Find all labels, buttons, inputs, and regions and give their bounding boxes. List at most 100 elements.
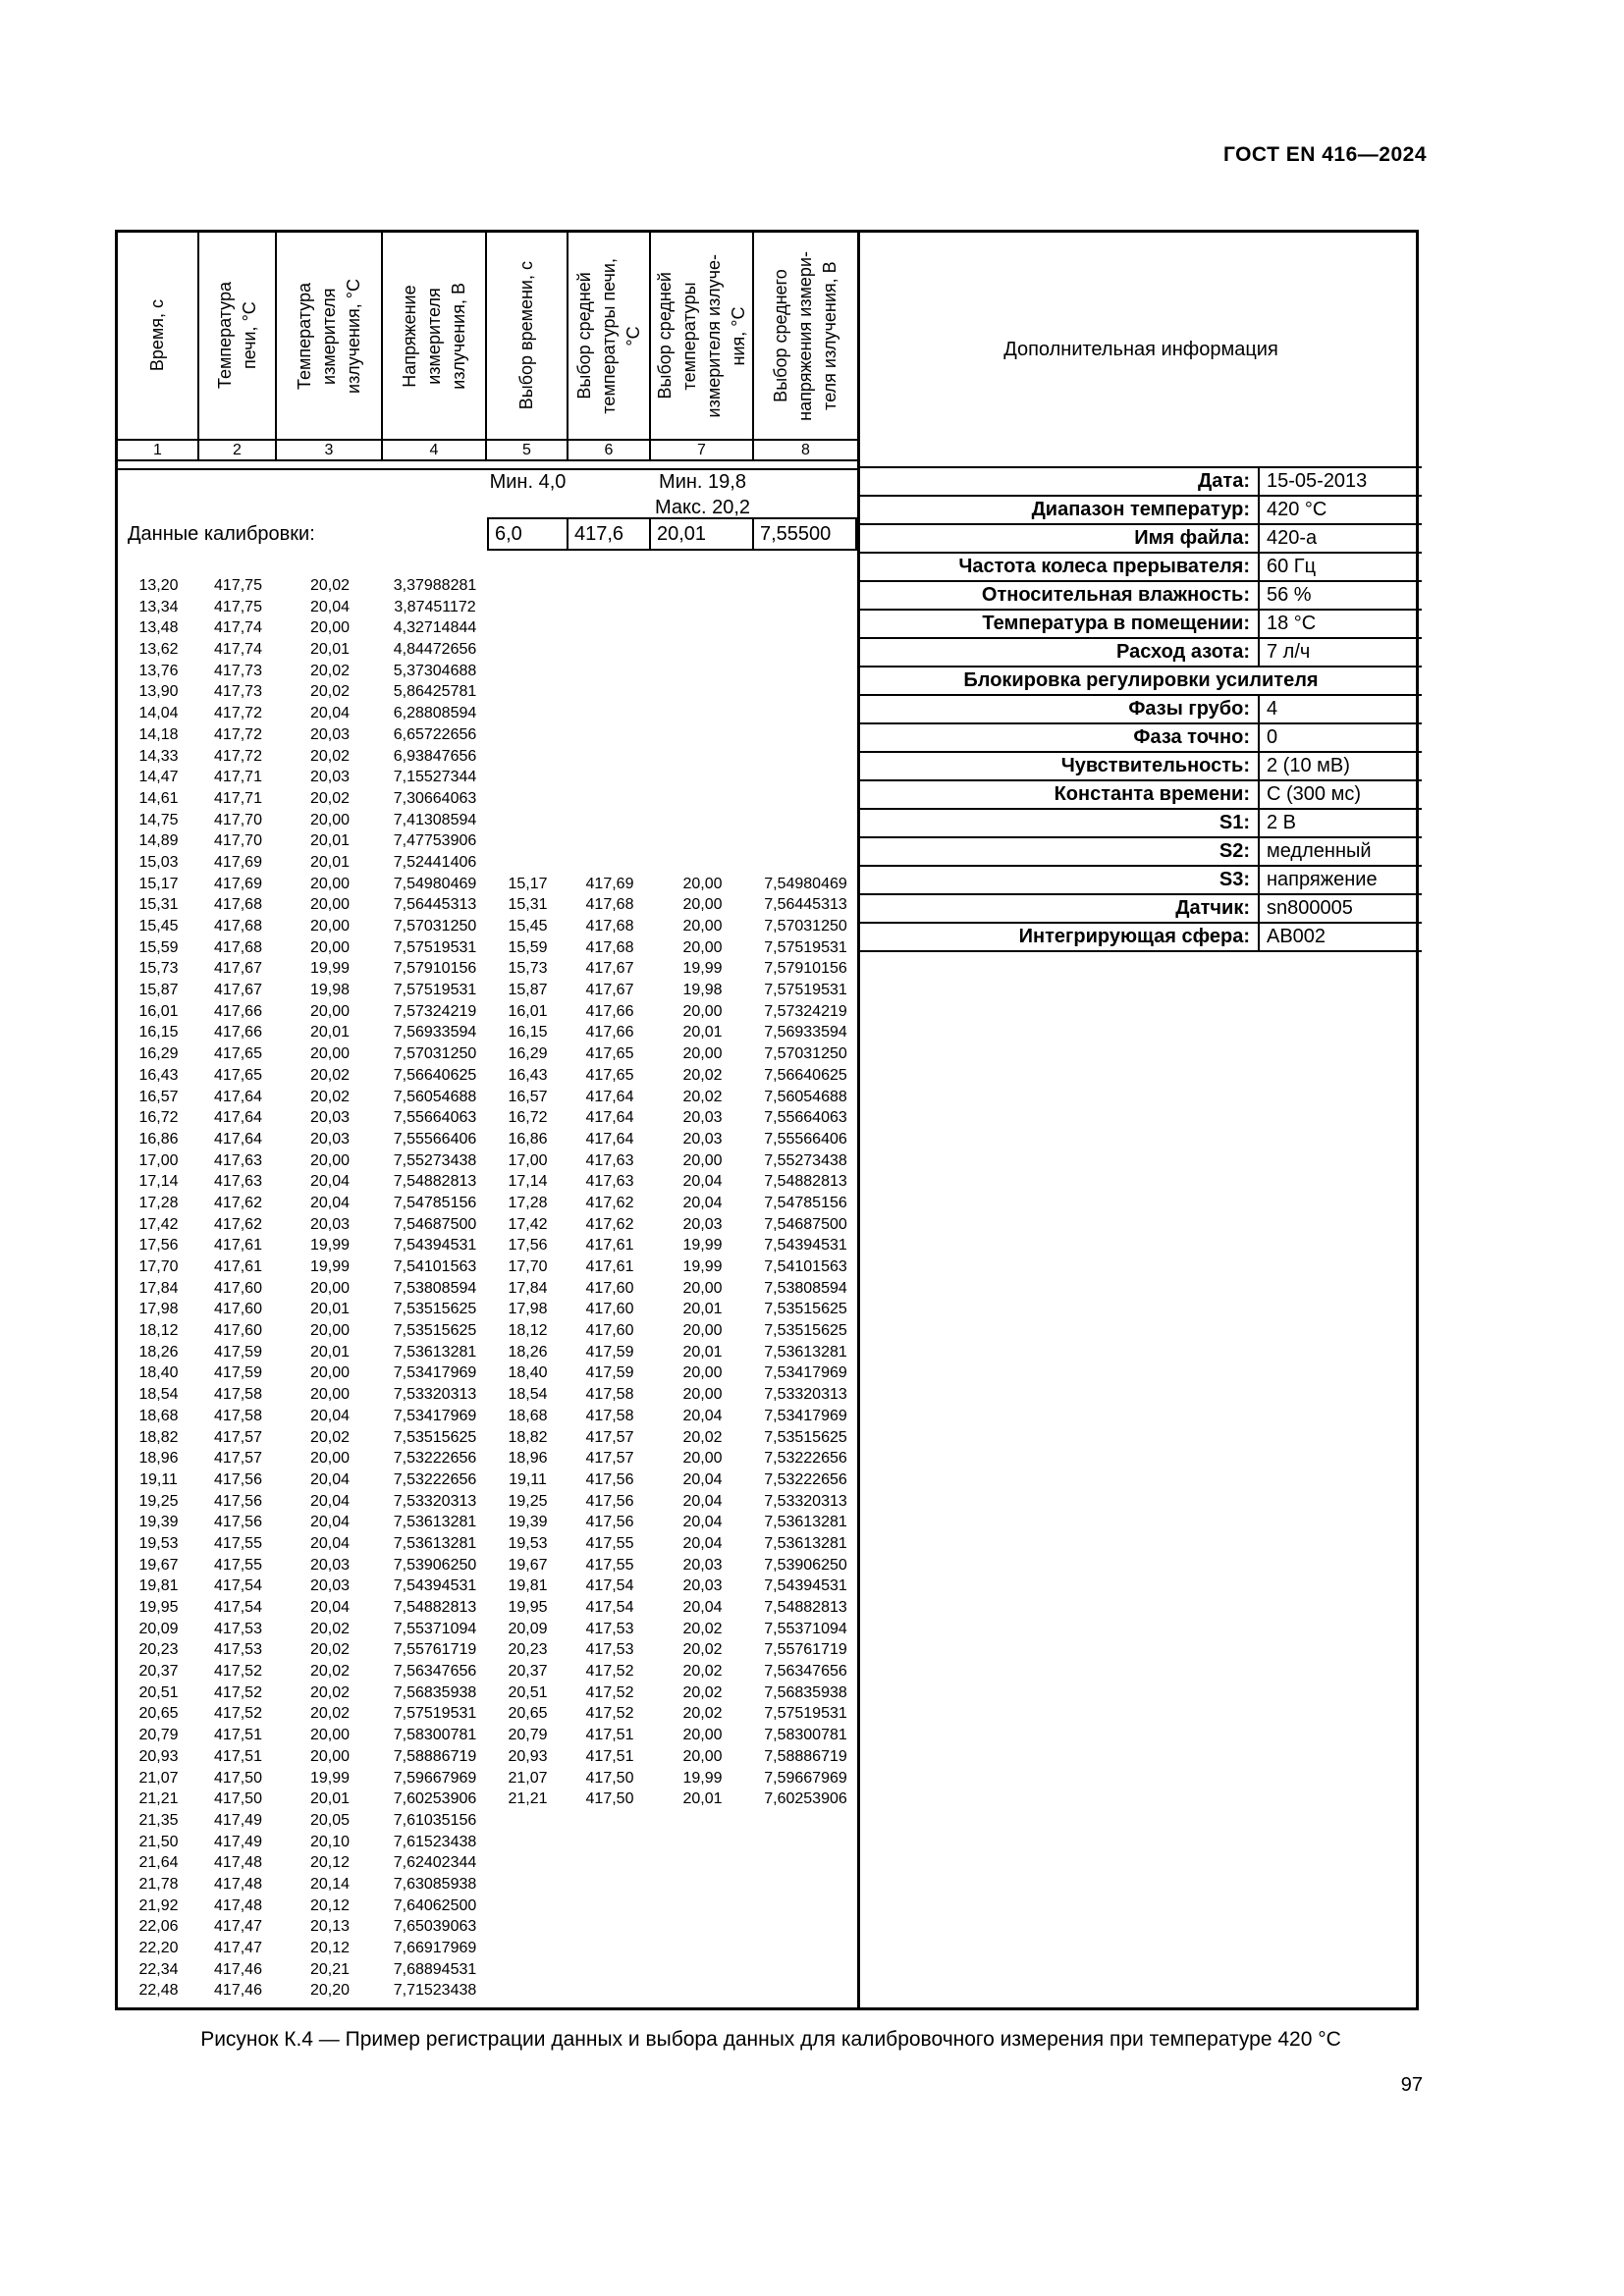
table-cell: 20,14 xyxy=(309,1875,351,1893)
table-cell: 7,57519531 xyxy=(764,982,847,999)
table-row: 20,23 417,53 20,02 7,55761719 20,23 417,53 20,… xyxy=(118,1639,857,1661)
table-cell: 20,01 xyxy=(682,1024,723,1041)
table-cell: 7,53320313 xyxy=(764,1386,847,1404)
table-cell: 20,00 xyxy=(682,1386,723,1404)
table-row: 21,78 417,48 20,14 7,63085938 xyxy=(118,1874,857,1896)
table-cell: 417,69 xyxy=(585,875,634,892)
table-cell: 7,57031250 xyxy=(393,918,477,934)
table-cell xyxy=(651,724,754,746)
table-cell xyxy=(754,767,857,788)
table-cell: 417,70 xyxy=(214,811,262,828)
table-cell: 417,53 xyxy=(585,1620,634,1637)
column-number: 4 xyxy=(383,441,487,459)
table-cell: 20,02 xyxy=(309,1641,351,1659)
table-cell: 417,75 xyxy=(214,577,262,594)
table-cell: 7,57519531 xyxy=(393,982,477,999)
table-cell: 20,00 xyxy=(309,1386,351,1404)
column-number: 2 xyxy=(199,441,277,459)
table-cell: 14,18 xyxy=(138,725,179,743)
table-cell: 20,04 xyxy=(682,1194,723,1211)
table-cell: 417,68 xyxy=(585,918,634,934)
table-cell: 7,61523438 xyxy=(393,1833,477,1850)
table-cell: 20,65 xyxy=(508,1705,548,1723)
table-cell: 7,56054688 xyxy=(393,1088,477,1105)
header-cell-label: Время, с xyxy=(147,299,167,372)
header-cell: Выбор среднего напряжения измери- теля и… xyxy=(754,233,857,439)
table-cell: 417,66 xyxy=(214,1024,262,1041)
table-cell: 19,99 xyxy=(309,1237,351,1255)
table-row: 15,59 417,68 20,00 7,57519531 15,59 417,68 20,… xyxy=(118,937,857,959)
table-row: 22,06 417,47 20,13 7,65039063 xyxy=(118,1916,857,1938)
table-cell: 7,54882813 xyxy=(393,1599,477,1616)
table-cell: 19,95 xyxy=(508,1599,548,1616)
table-cell: 20,03 xyxy=(682,1130,723,1148)
table-row: 17,14 417,63 20,04 7,54882813 17,14 417,63 20,… xyxy=(118,1171,857,1193)
table-cell: 19,95 xyxy=(138,1599,179,1616)
table-cell: 20,93 xyxy=(508,1747,548,1765)
table-cell: 20,00 xyxy=(309,811,351,828)
info-value: С (300 мс) xyxy=(1267,783,1361,805)
table-row: 19,11 417,56 20,04 7,53222656 19,11 417,56 20,… xyxy=(118,1469,857,1491)
table-cell: 20,02 xyxy=(309,1428,351,1446)
table-cell xyxy=(651,1980,754,2002)
document-header: ГОСТ EN 416—2024 xyxy=(1222,143,1427,166)
table-cell: 20,01 xyxy=(309,641,351,659)
table-cell: 417,62 xyxy=(214,1215,262,1233)
table-cell: 6,28808594 xyxy=(393,705,477,722)
table-cell: 17,28 xyxy=(138,1194,179,1211)
info-value: 7 л/ч xyxy=(1267,641,1311,663)
table-cell: 19,25 xyxy=(138,1492,179,1510)
table-cell: 20,01 xyxy=(682,1790,723,1808)
table-cell: 417,51 xyxy=(214,1727,262,1744)
table-cell: 20,00 xyxy=(309,896,351,914)
table-cell: 17,42 xyxy=(508,1215,548,1233)
table-cell: 20,03 xyxy=(682,1577,723,1595)
table-cell: 20,02 xyxy=(309,1620,351,1637)
table-cell xyxy=(487,617,568,639)
table-cell: 7,53515625 xyxy=(764,1301,847,1318)
table-cell xyxy=(487,1938,568,1959)
table-cell: 7,54980469 xyxy=(393,875,477,892)
table-row: 21,92 417,48 20,12 7,64062500 xyxy=(118,1896,857,1917)
table-cell: 15,45 xyxy=(508,918,548,934)
table-cell: 7,54394531 xyxy=(764,1237,847,1255)
table-cell: 20,05 xyxy=(309,1811,351,1829)
table-cell: 20,01 xyxy=(309,1790,351,1808)
table-cell: 20,04 xyxy=(682,1492,723,1510)
table-cell: 417,72 xyxy=(214,725,262,743)
table-cell: 16,29 xyxy=(508,1045,548,1063)
table-cell: 7,60253906 xyxy=(764,1790,847,1808)
table-cell: 7,53417969 xyxy=(393,1407,477,1424)
table-cell: 7,53613281 xyxy=(764,1343,847,1361)
info-value: напряжение xyxy=(1267,869,1378,890)
table-cell: 417,48 xyxy=(214,1854,262,1872)
table-cell: 6,93847656 xyxy=(393,747,477,765)
table-cell: 20,01 xyxy=(309,1024,351,1041)
table-cell: 417,50 xyxy=(585,1790,634,1808)
table-cell: 7,55371094 xyxy=(764,1620,847,1637)
table-cell xyxy=(754,703,857,724)
table-row: 20,65 417,52 20,02 7,57519531 20,65 417,52 20,… xyxy=(118,1703,857,1725)
table-cell: 417,74 xyxy=(214,619,262,637)
table-cell: 20,00 xyxy=(682,1747,723,1765)
table-cell: 20,09 xyxy=(138,1620,179,1637)
table-cell: 19,53 xyxy=(508,1534,548,1552)
table-cell: 20,12 xyxy=(309,1940,351,1956)
table-cell: 20,03 xyxy=(309,1556,351,1574)
info-row: Фаза точно: 0 xyxy=(860,724,1422,753)
table-cell: 417,54 xyxy=(585,1577,634,1595)
table-cell: 20,03 xyxy=(309,769,351,786)
table-cell: 7,53808594 xyxy=(393,1279,477,1297)
table-cell: 417,55 xyxy=(214,1556,262,1574)
table-cell: 17,00 xyxy=(138,1151,179,1169)
table-cell xyxy=(568,1852,651,1874)
table-cell xyxy=(754,1938,857,1959)
table-row: 14,61 417,71 20,02 7,30664063 xyxy=(118,788,857,810)
table-cell: 417,59 xyxy=(214,1364,262,1382)
table-cell: 417,66 xyxy=(214,1002,262,1020)
table-row: 15,03 417,69 20,01 7,52441406 xyxy=(118,852,857,874)
table-cell: 20,01 xyxy=(309,832,351,850)
table-cell: 7,55566406 xyxy=(393,1130,477,1148)
table-cell: 20,02 xyxy=(682,1663,723,1681)
